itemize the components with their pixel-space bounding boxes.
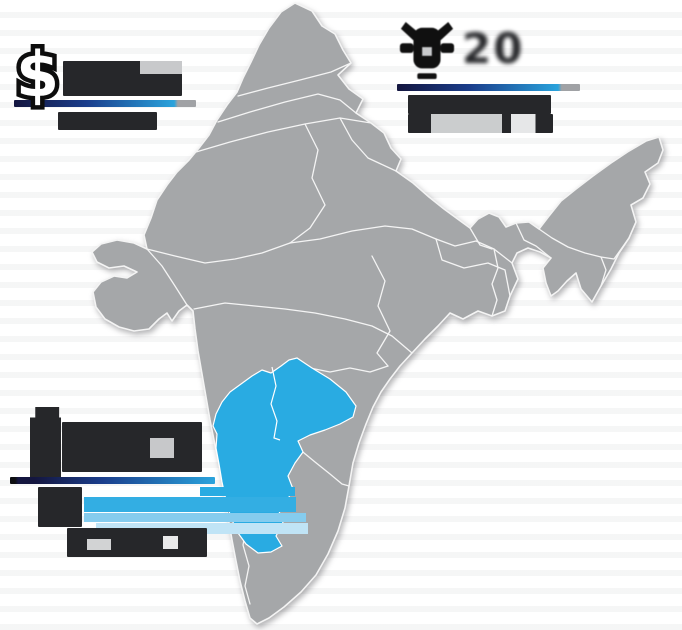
redacted-caption-block bbox=[408, 95, 551, 114]
redacted-heading-block bbox=[62, 422, 202, 472]
stat-underline bbox=[14, 100, 196, 107]
redacted-text-block bbox=[38, 487, 82, 527]
highlighted-states-divider bbox=[270, 366, 281, 441]
bottle-icon bbox=[30, 407, 61, 477]
stat-value: 20 bbox=[462, 24, 525, 73]
redacted-caption-block bbox=[67, 528, 207, 557]
callout-stripe bbox=[200, 487, 295, 496]
callout-stripe bbox=[84, 497, 296, 512]
redacted-caption-block bbox=[58, 112, 157, 130]
callout-stripe bbox=[84, 513, 306, 522]
stat-underline bbox=[10, 477, 215, 484]
stat-underline bbox=[397, 84, 580, 91]
cow-icon bbox=[399, 22, 455, 80]
dollar-icon-outline: $ bbox=[11, 35, 63, 114]
dollar-icon-fill: $ bbox=[16, 38, 60, 111]
redacted-heading-block bbox=[63, 61, 182, 96]
redacted-caption-block bbox=[408, 114, 553, 133]
